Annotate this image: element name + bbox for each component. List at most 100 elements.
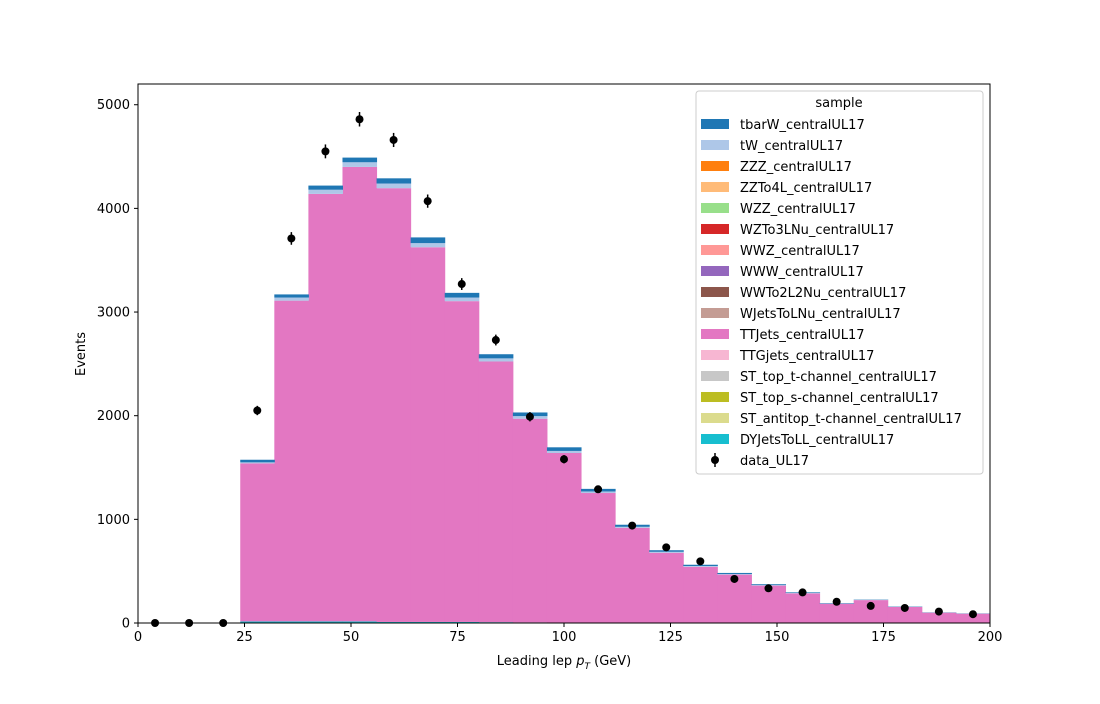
legend-label-tbarW_centralUL17: tbarW_centralUL17 xyxy=(740,118,865,133)
x-axis-label-unit: (GeV) xyxy=(594,654,631,669)
legend-swatch-ST_antitop_t-channel_centralUL17 xyxy=(701,413,729,423)
bar-TTJets_centralUL17-bin-3 xyxy=(240,463,275,621)
legend-swatch-WWZ_centralUL17 xyxy=(701,245,729,255)
bar-tbarW_centralUL17-bin-17 xyxy=(717,573,752,574)
data-point-20 xyxy=(833,598,841,606)
legend-swatch-WJetsToLNu_centralUL17 xyxy=(701,308,729,318)
legend-swatch-ZZTo4L_centralUL17 xyxy=(701,182,729,192)
x-tick-label-4: 100 xyxy=(552,630,577,645)
legend-swatch-WZZ_centralUL17 xyxy=(701,203,729,213)
legend-label-WWTo2L2Nu_centralUL17: WWTo2L2Nu_centralUL17 xyxy=(740,286,906,301)
bar-tW_centralUL17-bin-5 xyxy=(308,190,343,194)
legend: sample tbarW_centralUL17 tW_centralUL17 ZZ… xyxy=(696,91,983,474)
legend-label-WJetsToLNu_centralUL17: WJetsToLNu_centralUL17 xyxy=(740,307,901,322)
bar-TTJets_centralUL17-bin-9 xyxy=(445,301,480,622)
legend-swatch-ST_top_t-channel_centralUL17 xyxy=(701,371,729,381)
data-point-14 xyxy=(628,522,636,530)
x-axis-label-main: Leading lep xyxy=(497,654,572,669)
y-axis-label: Events xyxy=(74,332,89,376)
data-point-7 xyxy=(390,136,398,144)
bar-TTJets_centralUL17-bin-7 xyxy=(377,188,412,622)
bar-tW_centralUL17-bin-16 xyxy=(683,566,718,567)
legend-label-ZZTo4L_centralUL17: ZZTo4L_centralUL17 xyxy=(740,181,872,196)
y-tick-label-4: 4000 xyxy=(97,202,130,217)
data-point-18 xyxy=(764,584,772,592)
x-tick-label-0: 0 xyxy=(134,630,142,645)
data-point-9 xyxy=(458,280,466,288)
bar-TTJets_centralUL17-bin-14 xyxy=(615,528,650,623)
bar-tW_centralUL17-bin-3 xyxy=(240,462,275,463)
data-point-12 xyxy=(560,455,568,463)
data-point-16 xyxy=(696,557,704,565)
bar-TTJets_centralUL17-bin-4 xyxy=(274,301,309,622)
legend-label-ST_antitop_t-channel_centralUL17: ST_antitop_t-channel_centralUL17 xyxy=(740,412,962,427)
bar-tW_centralUL17-bin-4 xyxy=(274,298,309,301)
bar-TTJets_centralUL17-bin-6 xyxy=(342,167,377,622)
y-tick-label-0: 0 xyxy=(122,617,130,632)
legend-swatch-ST_top_s-channel_centralUL17 xyxy=(701,392,729,402)
legend-label-ST_top_t-channel_centralUL17: ST_top_t-channel_centralUL17 xyxy=(740,370,937,385)
bar-TTJets_centralUL17-bin-12 xyxy=(547,453,582,622)
legend-swatch-WWW_centralUL17 xyxy=(701,266,729,276)
legend-label-tW_centralUL17: tW_centralUL17 xyxy=(740,139,843,154)
legend-swatch-tW_centralUL17 xyxy=(701,140,729,150)
bar-tW_centralUL17-bin-15 xyxy=(649,552,684,553)
bar-tW_centralUL17-bin-17 xyxy=(717,574,752,575)
legend-swatch-WWTo2L2Nu_centralUL17 xyxy=(701,287,729,297)
bar-TTJets_centralUL17-bin-5 xyxy=(308,194,343,622)
data-point-17 xyxy=(730,575,738,583)
data-point-22 xyxy=(901,604,909,612)
data-point-6 xyxy=(356,115,364,123)
data-point-23 xyxy=(935,608,943,616)
x-tick-label-7: 175 xyxy=(871,630,896,645)
bar-TTJets_centralUL17-bin-13 xyxy=(581,493,616,623)
legend-label-TTGjets_centralUL17: TTGjets_centralUL17 xyxy=(739,349,874,364)
x-tick-label-1: 25 xyxy=(236,630,253,645)
bar-tW_centralUL17-bin-12 xyxy=(547,451,582,453)
x-tick-label-8: 200 xyxy=(978,630,1003,645)
bar-TTJets_centralUL17-bin-10 xyxy=(479,361,514,622)
legend-label-WZTo3LNu_centralUL17: WZTo3LNu_centralUL17 xyxy=(740,223,894,238)
data-point-11 xyxy=(526,413,534,421)
bar-TTJets_centralUL17-bin-20 xyxy=(820,604,855,623)
bar-tbarW_centralUL17-bin-3 xyxy=(240,460,275,463)
y-tick-label-2: 2000 xyxy=(97,409,130,424)
bar-tbarW_centralUL17-bin-12 xyxy=(547,447,582,451)
bar-tW_centralUL17-bin-9 xyxy=(445,298,480,302)
bar-TTJets_centralUL17-bin-11 xyxy=(513,419,548,623)
data-point-21 xyxy=(867,602,875,610)
y-tick-label-1: 1000 xyxy=(97,513,130,528)
x-axis-label-subscript: T xyxy=(584,662,591,672)
data-point-3 xyxy=(253,407,261,415)
bar-tW_centralUL17-bin-7 xyxy=(377,184,412,189)
legend-title: sample xyxy=(815,96,862,111)
bar-tW_centralUL17-bin-8 xyxy=(411,243,446,247)
x-axis-label-math: p xyxy=(575,654,584,669)
data-point-4 xyxy=(287,234,295,242)
bar-TTJets_centralUL17-bin-8 xyxy=(411,247,446,622)
legend-swatch-TTGjets_centralUL17 xyxy=(701,350,729,360)
bar-TTJets_centralUL17-bin-16 xyxy=(683,567,718,623)
bar-tbarW_centralUL17-bin-4 xyxy=(274,294,309,297)
legend-label-ST_top_s-channel_centralUL17: ST_top_s-channel_centralUL17 xyxy=(740,391,939,406)
legend-swatch-ZZZ_centralUL17 xyxy=(701,161,729,171)
legend-swatch-tbarW_centralUL17 xyxy=(701,119,729,129)
x-tick-label-6: 150 xyxy=(765,630,790,645)
legend-label-data: data_UL17 xyxy=(740,454,809,469)
legend-label-WWW_centralUL17: WWW_centralUL17 xyxy=(740,265,864,280)
legend-label-DYJetsToLL_centralUL17: DYJetsToLL_centralUL17 xyxy=(740,433,894,448)
bar-TTJets_centralUL17-bin-19 xyxy=(786,593,821,623)
data-point-24 xyxy=(969,610,977,618)
legend-label-ZZZ_centralUL17: ZZZ_centralUL17 xyxy=(740,160,852,175)
bar-tbarW_centralUL17-bin-7 xyxy=(377,178,412,183)
data-point-15 xyxy=(662,543,670,551)
data-point-19 xyxy=(799,588,807,596)
legend-swatch-WZTo3LNu_centralUL17 xyxy=(701,224,729,234)
x-tick-label-3: 75 xyxy=(449,630,466,645)
bar-tbarW_centralUL17-bin-9 xyxy=(445,293,480,298)
data-point-10 xyxy=(492,336,500,344)
bar-tbarW_centralUL17-bin-8 xyxy=(411,237,446,243)
data-point-13 xyxy=(594,485,602,493)
data-point-5 xyxy=(321,147,329,155)
